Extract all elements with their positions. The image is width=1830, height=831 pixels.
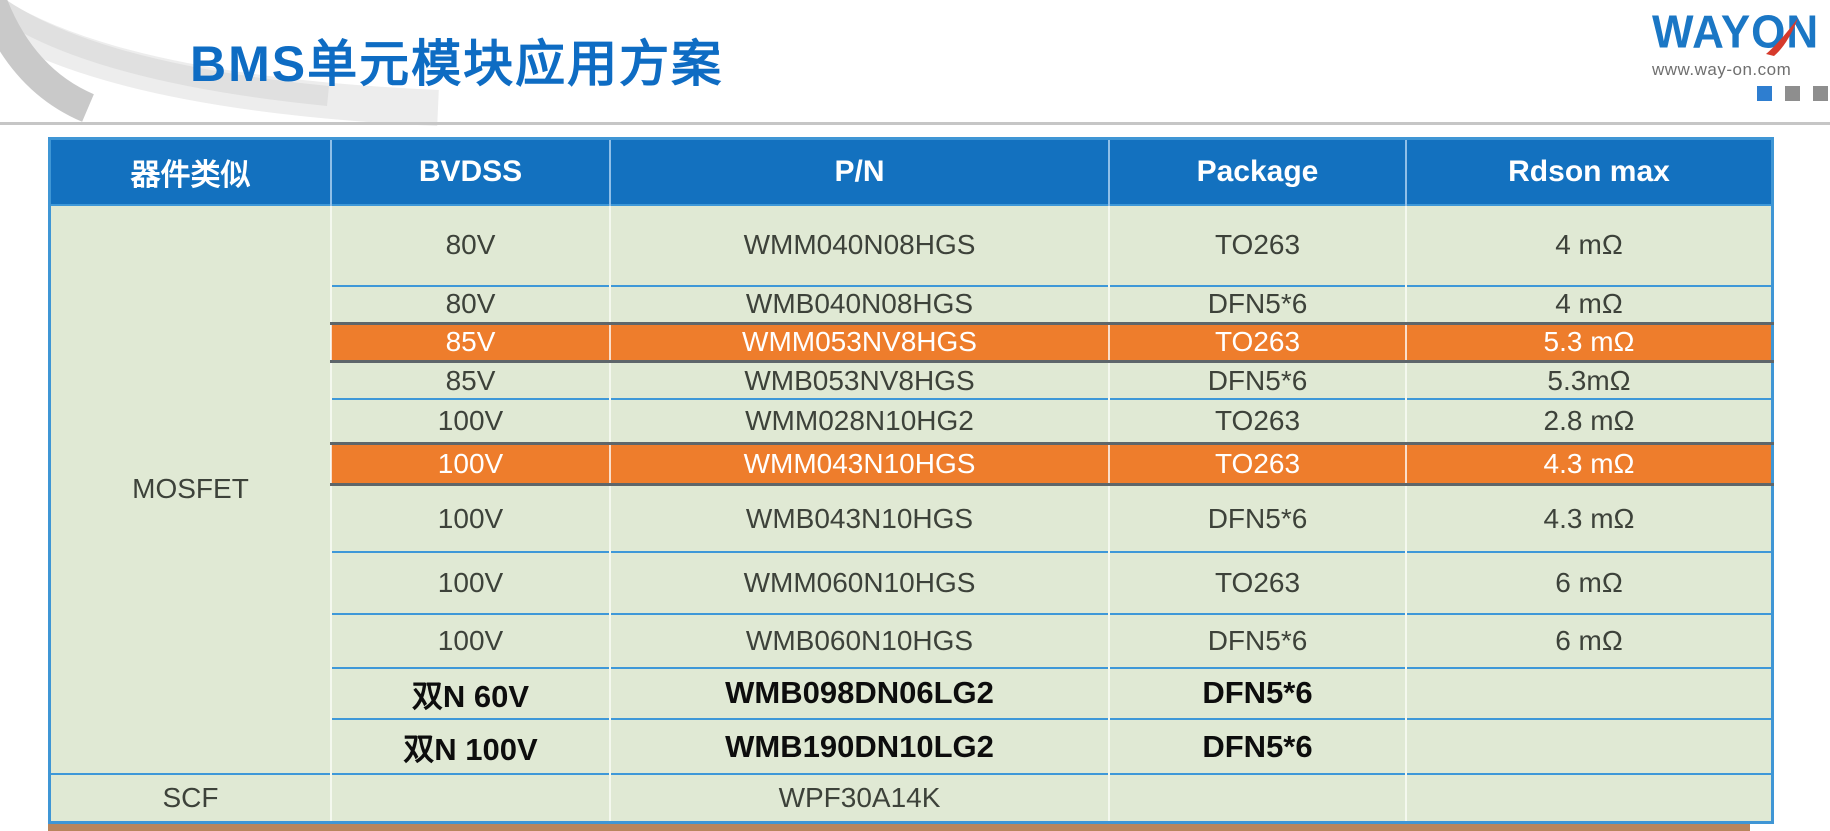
column-header: Package: [1108, 138, 1406, 205]
cell-pn: WMB060N10HGS: [609, 612, 1109, 668]
cell-package: TO263: [1108, 550, 1406, 614]
cell-package: TO263: [1108, 204, 1406, 286]
page-title: BMS单元模块应用方案: [190, 36, 724, 92]
cell-category: SCF: [49, 772, 331, 823]
cell-pn: WMB053NV8HGS: [609, 360, 1109, 400]
cell-package: DFN5*6: [1108, 284, 1406, 324]
cell-rdson: 4 mΩ: [1405, 204, 1773, 286]
cell-bvdss: 双N 60V: [330, 666, 610, 720]
cell-pn: WMB190DN10LG2: [609, 718, 1109, 774]
square-icon: [1785, 86, 1800, 101]
cell-bvdss: 双N 100V: [330, 718, 610, 774]
table-header: 器件类似 BVDSS P/N Package Rdson max: [49, 138, 1773, 205]
cell-rdson: 2.8 mΩ: [1405, 398, 1773, 444]
cell-bvdss: 100V: [330, 612, 610, 668]
cell-rdson: [1405, 666, 1773, 720]
column-header: 器件类似: [49, 138, 331, 205]
cell-bvdss: 100V: [330, 398, 610, 444]
logo-squares-decoration: [1757, 86, 1828, 101]
table-row: 100V WMM028N10HG2 TO263 2.8 mΩ: [50, 398, 1773, 444]
cell-rdson: [1405, 718, 1773, 774]
table-body: MOSFET 80V WMM040N08HGS TO263 4 mΩ 80V WMB040N…: [49, 204, 1773, 823]
logo-swoosh-icon: [1766, 18, 1798, 56]
cell-pn: WMB040N08HGS: [609, 284, 1109, 324]
cell-bvdss: 100V: [330, 550, 610, 614]
table-row: MOSFET 80V WMM040N08HGS TO263 4 mΩ: [49, 204, 1773, 774]
cell-package: DFN5*6: [1108, 360, 1406, 400]
cell-package: TO263: [1108, 398, 1406, 444]
column-header: Rdson max: [1405, 138, 1773, 205]
header-row: 器件类似 BVDSS P/N Package Rdson max: [49, 138, 1773, 205]
column-header: BVDSS: [330, 138, 610, 205]
cell-rdson: 4.3 mΩ: [1405, 441, 1773, 487]
cell-package: DFN5*6: [1108, 612, 1406, 668]
cell-rdson: [1405, 772, 1773, 823]
cell-pn: WMM043N10HGS: [609, 441, 1109, 487]
cell-package: DFN5*6: [1108, 718, 1406, 774]
square-icon: [1757, 86, 1772, 101]
cell-package: DFN5*6: [1108, 483, 1406, 552]
cell-bvdss: 100V: [330, 441, 610, 487]
cell-pn: WMM028N10HG2: [609, 398, 1109, 444]
cell-rdson: 5.3 mΩ: [1405, 321, 1773, 363]
logo-website: www.way-on.com: [1652, 60, 1792, 79]
table-row: 85V WMB053NV8HGS DFN5*6 5.3mΩ: [50, 360, 1773, 400]
cell-pn: WMM040N08HGS: [609, 204, 1109, 286]
table-row: SCF WPF30A14K: [49, 772, 1773, 823]
bottom-cropped-row-edge: [48, 824, 1750, 831]
products-table: 器件类似 BVDSS P/N Package Rdson max MOSFET 80V WM…: [48, 137, 1774, 824]
divider-line: [0, 122, 1830, 125]
table-row: 85V WMM053NV8HGS TO263 5.3 mΩ: [50, 321, 1773, 363]
table-row: 双N 60V WMB098DN06LG2 DFN5*6: [50, 666, 1773, 720]
table-row: 100V WMB060N10HGS DFN5*6 6 mΩ: [50, 612, 1773, 668]
table-row: 双N 100V WMB190DN10LG2 DFN5*6: [50, 718, 1773, 774]
cell-bvdss: 100V: [330, 483, 610, 552]
cell-bvdss: 85V: [330, 321, 610, 363]
cell-rdson: 4 mΩ: [1405, 284, 1773, 324]
cell-pn: WPF30A14K: [609, 772, 1109, 823]
cell-bvdss: [330, 772, 610, 823]
cell-rdson: 6 mΩ: [1405, 612, 1773, 668]
cell-category: MOSFET: [49, 204, 331, 774]
wayon-logo: WAYON www.way-on.com: [1652, 7, 1830, 80]
cell-bvdss: 80V: [330, 284, 610, 324]
cell-pn: WMB098DN06LG2: [609, 666, 1109, 720]
cell-package: TO263: [1108, 441, 1406, 487]
cell-rdson: 4.3 mΩ: [1405, 483, 1773, 552]
cell-package: [1108, 772, 1406, 823]
cell-package: DFN5*6: [1108, 666, 1406, 720]
table-row: 80V WMB040N08HGS DFN5*6 4 mΩ: [50, 284, 1773, 324]
table-row: 100V WMM043N10HGS TO263 4.3 mΩ: [50, 441, 1773, 487]
cell-pn: WMM060N10HGS: [609, 550, 1109, 614]
cell-bvdss: 80V: [330, 204, 610, 286]
table-row: 100V WMM060N10HGS TO263 6 mΩ: [50, 550, 1773, 614]
table-row: 100V WMB043N10HGS DFN5*6 4.3 mΩ: [50, 483, 1773, 552]
cell-pn: WMB043N10HGS: [609, 483, 1109, 552]
cell-pn: WMM053NV8HGS: [609, 321, 1109, 363]
cell-rdson: 5.3mΩ: [1405, 360, 1773, 400]
cell-rdson: 6 mΩ: [1405, 550, 1773, 614]
square-icon: [1813, 86, 1828, 101]
cell-package: TO263: [1108, 321, 1406, 363]
column-header: P/N: [609, 138, 1109, 205]
cell-bvdss: 85V: [330, 360, 610, 400]
